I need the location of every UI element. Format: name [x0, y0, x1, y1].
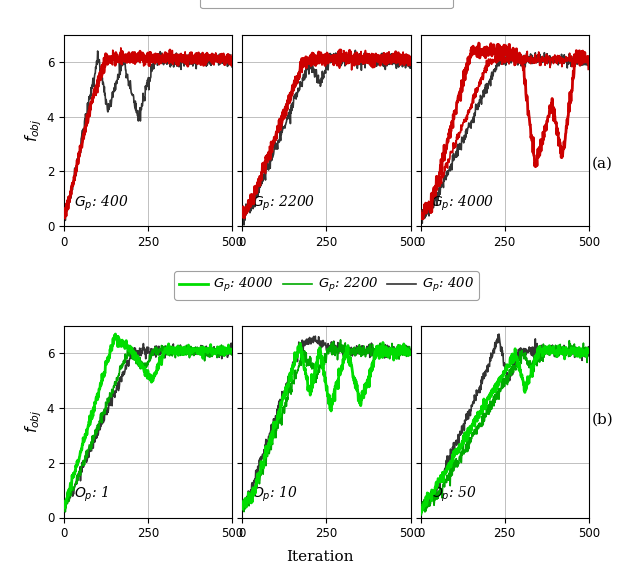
- Text: $G_p$: 400: $G_p$: 400: [74, 193, 129, 213]
- Text: $G_p$: 4000: $G_p$: 4000: [431, 193, 494, 213]
- Text: $O_p$: 1: $O_p$: 1: [74, 485, 109, 504]
- Legend: $G_p$: 4000, $G_p$: 2200, $G_p$: 400: $G_p$: 4000, $G_p$: 2200, $G_p$: 400: [174, 271, 479, 300]
- Text: $O_p$: 10: $O_p$: 10: [252, 485, 298, 504]
- Y-axis label: $f_{obj}$: $f_{obj}$: [24, 118, 44, 142]
- Y-axis label: $f_{obj}$: $f_{obj}$: [24, 410, 44, 434]
- Text: (a): (a): [592, 157, 613, 171]
- Text: $O_p$: 50: $O_p$: 50: [431, 485, 476, 504]
- Text: Iteration: Iteration: [286, 550, 354, 564]
- Text: (b): (b): [592, 413, 614, 427]
- Legend: $O_p$: 1, $O_p$: 10, $O_p$: 50: $O_p$: 1, $O_p$: 10, $O_p$: 50: [200, 0, 452, 8]
- Text: $G_p$: 2200: $G_p$: 2200: [252, 193, 316, 213]
